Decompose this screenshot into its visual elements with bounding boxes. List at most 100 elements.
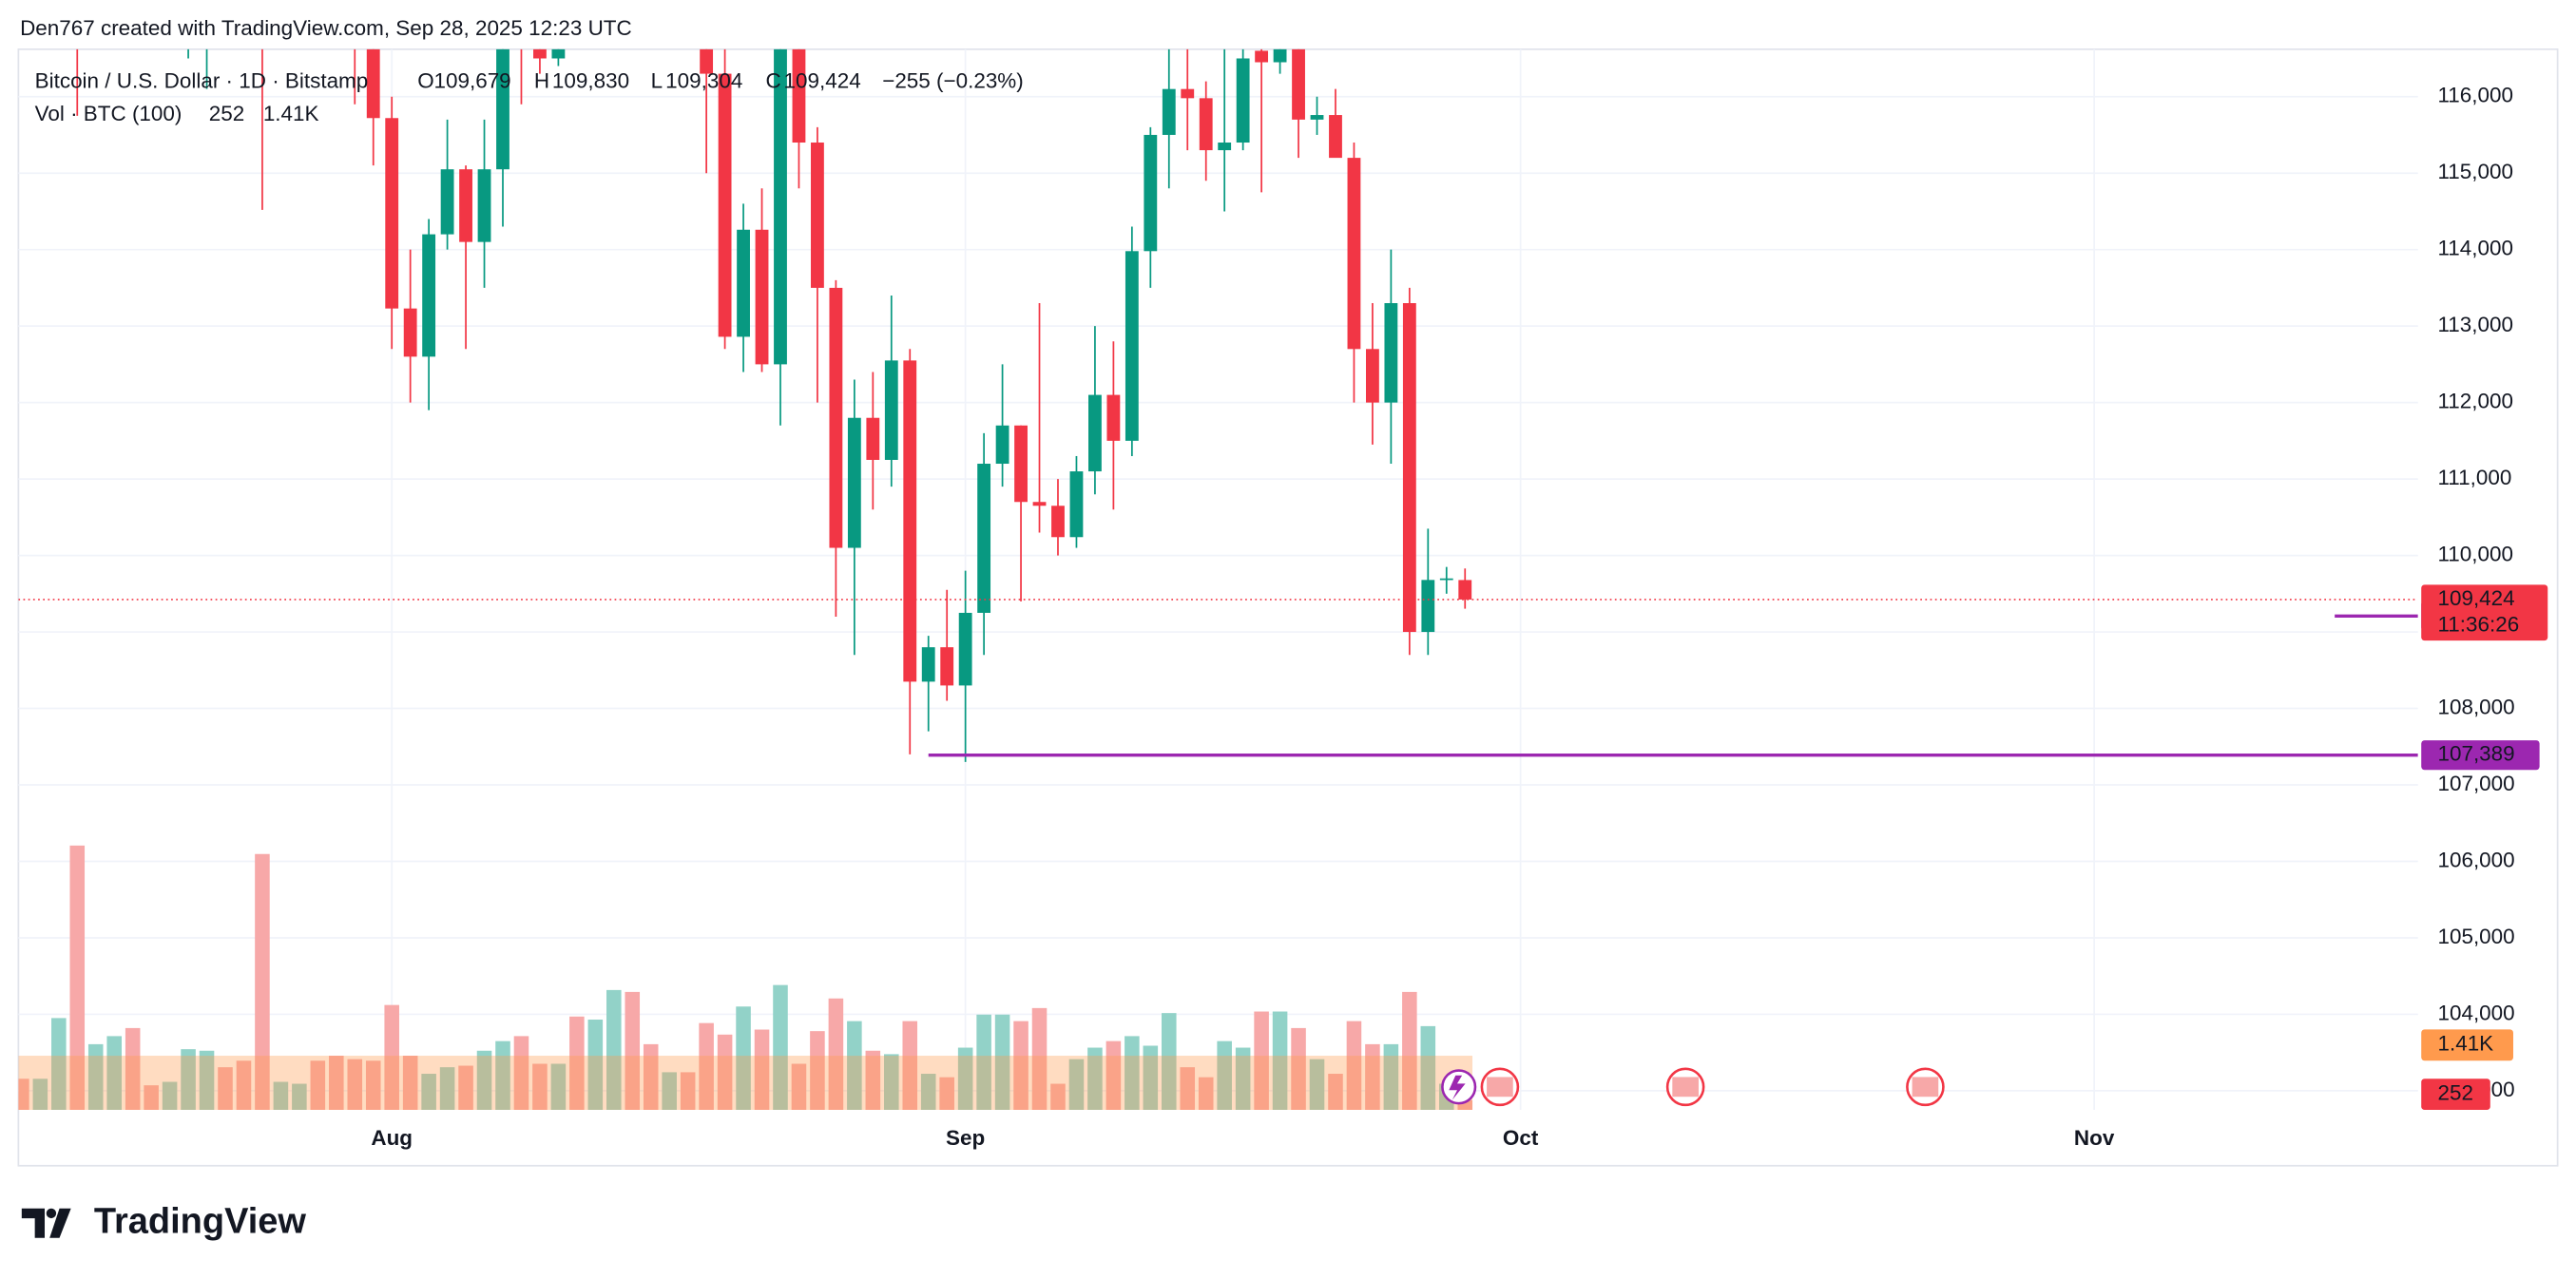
volume-legend: Vol · BTC (100) [35,102,183,125]
volume-bar [1328,1074,1343,1111]
volume-bar [662,1072,677,1111]
candle-body [977,464,991,613]
y-tick-label: 108,000 [2437,695,2514,718]
volume-bar [625,991,641,1111]
volume-bar [773,984,788,1111]
legend-text: L [651,68,663,92]
volume-bar [273,1081,289,1111]
volume-bar [1143,1045,1159,1111]
candle-body [1088,394,1102,472]
volume-bar [736,1006,751,1111]
volume-bar [1235,1047,1251,1111]
candle-body [440,169,454,235]
legend-text: H [534,68,549,92]
legend-text: C [766,68,781,92]
volume-bar [125,1027,141,1111]
candle-body [366,48,380,119]
countdown: 11:36:26 [2437,613,2519,637]
legend-text: 109,304 [665,68,742,92]
x-tick-label: Nov [2074,1126,2115,1150]
volume-bar [421,1074,436,1111]
candle-body [1310,115,1324,120]
x-tick-label: Sep [946,1126,985,1150]
candle-body [1069,471,1084,538]
volume-ma-badge-label: 1.41K [2437,1032,2493,1056]
candle-body [1329,115,1342,159]
volume-bar [1217,1040,1232,1111]
volume-bar [181,1049,196,1111]
volume-bar [458,1065,473,1111]
logo: TradingView [21,1201,307,1241]
volume-badge [2421,1079,2490,1111]
candle-body [995,425,1009,465]
volume-bar [884,1054,899,1111]
candle-body [958,612,972,686]
volume-bar [828,998,844,1111]
candle-body [903,360,917,682]
y-tick-label: 110,000 [2437,543,2513,566]
candle-body [459,169,472,242]
volume-bar [87,1043,104,1111]
footer-logo: TradingView [94,1201,307,1241]
volume-bar [292,1083,307,1111]
volume-bar [569,1016,585,1111]
candle-body [940,647,954,686]
volume-ma-badge [2421,1029,2513,1061]
price-badge [2421,740,2540,771]
volume-bar [976,1014,991,1111]
header: Den767 created with TradingView.com, Sep… [20,16,632,40]
y-tick-label: 113,000 [2437,313,2513,336]
flag [1672,1077,1699,1098]
legend-text: 109,679 [434,68,511,92]
volume-bar [606,989,622,1111]
volume-bar [106,1036,122,1111]
volume-bar [920,1074,936,1111]
candle-body [1125,251,1139,441]
volume-bar [680,1072,696,1111]
volume-bar [365,1060,381,1111]
last-price-label: 109,424 [2437,586,2514,610]
volume-bar [439,1067,455,1111]
volume-bar [199,1050,215,1111]
candle-body [700,48,714,74]
volume-bar [643,1043,659,1111]
volume-bar [1383,1043,1399,1111]
volume-bar [957,1047,973,1111]
candle-body [1273,48,1287,63]
candle-body [385,118,399,309]
volume-bar [236,1060,252,1111]
y-tick-label: 116,000 [2437,84,2513,107]
volume-bar [754,1029,770,1111]
volume-bar [402,1056,418,1111]
candle-body [1014,425,1028,503]
candle-body [737,229,750,337]
volume-bar [1365,1043,1380,1111]
overlay: 103,000104,000105,000106,000107,000108,0… [35,68,2548,1150]
plot [18,48,2418,1111]
candle-body [718,73,732,337]
candle-body [774,48,787,365]
price-badge-label: 107,389 [2437,742,2514,766]
candle-body [829,287,843,548]
event-icon-glyph [1449,1075,1466,1100]
volume-bar [1272,1011,1288,1111]
candle-body [1458,580,1472,600]
volume-bar [1309,1059,1325,1111]
candle-body [1106,394,1121,441]
volume-bar [810,1031,825,1111]
candle-body [1199,98,1213,151]
candle-body [792,48,806,143]
y-tick-label: 107,000 [2437,772,2514,795]
volume-bar [1031,1007,1048,1111]
grid [18,48,2418,1111]
candle-body [1421,580,1435,633]
candle-body [477,169,491,242]
events [1441,1067,1945,1107]
volume-bar [1125,1036,1140,1111]
candle-body [811,143,824,288]
y-tick-label: 105,000 [2437,925,2514,948]
volume-bar [1254,1011,1269,1111]
x-tick-label: Aug [371,1126,413,1150]
y-tick-label: 115,000 [2437,160,2513,183]
